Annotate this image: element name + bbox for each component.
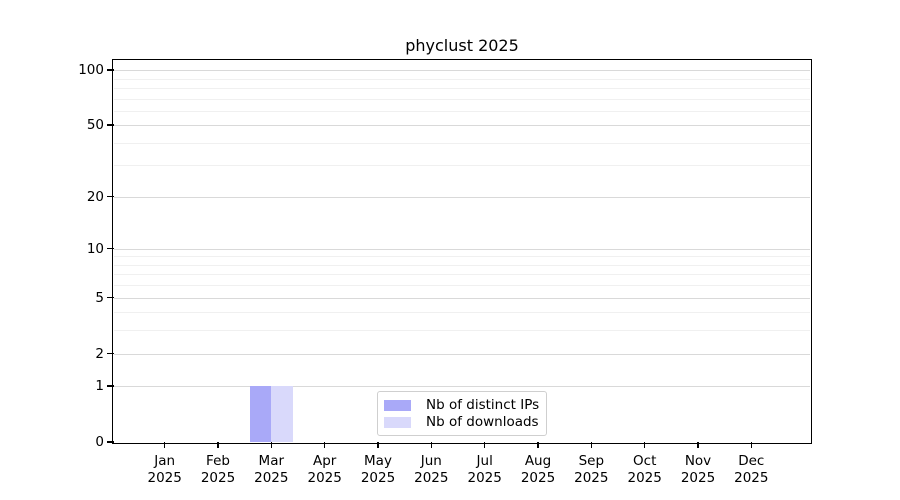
y-tick-label: 1: [95, 378, 104, 395]
x-tick-label: Nov 2025: [680, 453, 716, 486]
legend-swatch-distinct-ips: [384, 399, 411, 411]
x-tick: [644, 442, 646, 448]
y-tick: [107, 124, 114, 126]
x-tick-label: Jul 2025: [467, 453, 502, 486]
legend-swatch-downloads: [384, 416, 411, 428]
legend-row-downloads: Nb of downloads: [384, 414, 539, 430]
x-tick: [697, 442, 699, 448]
y-tick-label: 2: [95, 345, 104, 362]
x-tick-label: Dec 2025: [734, 453, 769, 486]
gridline-minor: [114, 274, 810, 276]
y-tick: [107, 385, 114, 387]
legend: Nb of distinct IPs Nb of downloads: [377, 391, 547, 436]
y-tick: [107, 441, 114, 443]
x-tick-label: Jun 2025: [414, 453, 449, 486]
x-tick-label: Apr 2025: [307, 453, 342, 486]
plot-area: [112, 59, 812, 444]
gridline-major: [114, 353, 810, 355]
x-tick: [430, 442, 432, 448]
x-tick-label: Feb 2025: [200, 453, 236, 486]
gridline-minor: [114, 165, 810, 167]
gridline-minor: [114, 98, 810, 100]
gridline-minor: [114, 78, 810, 80]
x-tick-label: Mar 2025: [254, 453, 289, 486]
x-tick: [270, 442, 272, 448]
x-tick: [484, 442, 486, 448]
y-tick: [107, 248, 114, 250]
gridline-minor: [114, 285, 810, 287]
legend-row-distinct-ips: Nb of distinct IPs: [384, 397, 540, 413]
gridline-minor: [114, 87, 810, 89]
gridline-minor: [114, 142, 810, 144]
y-tick-label: 20: [86, 188, 104, 205]
gridline-minor: [114, 264, 810, 266]
gridline-minor: [114, 256, 810, 258]
x-tick: [324, 442, 326, 448]
gridline-major: [114, 70, 810, 71]
x-tick-label: Jan 2025: [147, 453, 182, 486]
y-tick: [107, 195, 114, 198]
legend-label-downloads: Nb of downloads: [426, 414, 539, 430]
x-tick-label: Oct 2025: [627, 453, 662, 486]
gridline-major: [114, 125, 810, 127]
gridline-minor: [114, 312, 810, 314]
x-tick: [590, 442, 592, 448]
gridline-major: [114, 297, 810, 299]
y-tick-label: 0: [95, 434, 104, 450]
y-tick-label: 50: [86, 117, 104, 134]
x-tick-label: Sep 2025: [574, 453, 609, 486]
bar-nb-of-distinct-ips-mar: [250, 386, 272, 442]
x-tick: [217, 442, 219, 448]
gridline-major: [114, 386, 810, 388]
x-tick: [164, 442, 166, 448]
gridline-major: [114, 248, 810, 250]
x-tick-label: May 2025: [360, 453, 396, 486]
gridline-minor: [114, 330, 810, 332]
y-tick-label: 10: [86, 240, 104, 257]
y-tick-label: 100: [78, 62, 104, 78]
x-tick: [537, 442, 539, 448]
x-tick: [377, 442, 379, 448]
gridline-minor: [114, 110, 810, 112]
plot-content: 0 1 2 5 10 20 50 100 Jan 2025 Feb 2025 Mar 2025 Apr…: [78, 61, 810, 486]
y-tick: [107, 69, 114, 71]
legend-label-distinct-ips: Nb of distinct IPs: [426, 397, 540, 413]
gridline-major: [114, 196, 810, 198]
x-tick: [750, 442, 752, 448]
y-tick: [107, 296, 114, 299]
y-tick: [107, 352, 114, 355]
x-tick-label: Aug 2025: [520, 453, 556, 486]
chart-title: phyclust 2025: [405, 36, 519, 55]
bar-nb-of-downloads-mar: [271, 386, 293, 442]
y-tick-label: 5: [95, 289, 104, 306]
